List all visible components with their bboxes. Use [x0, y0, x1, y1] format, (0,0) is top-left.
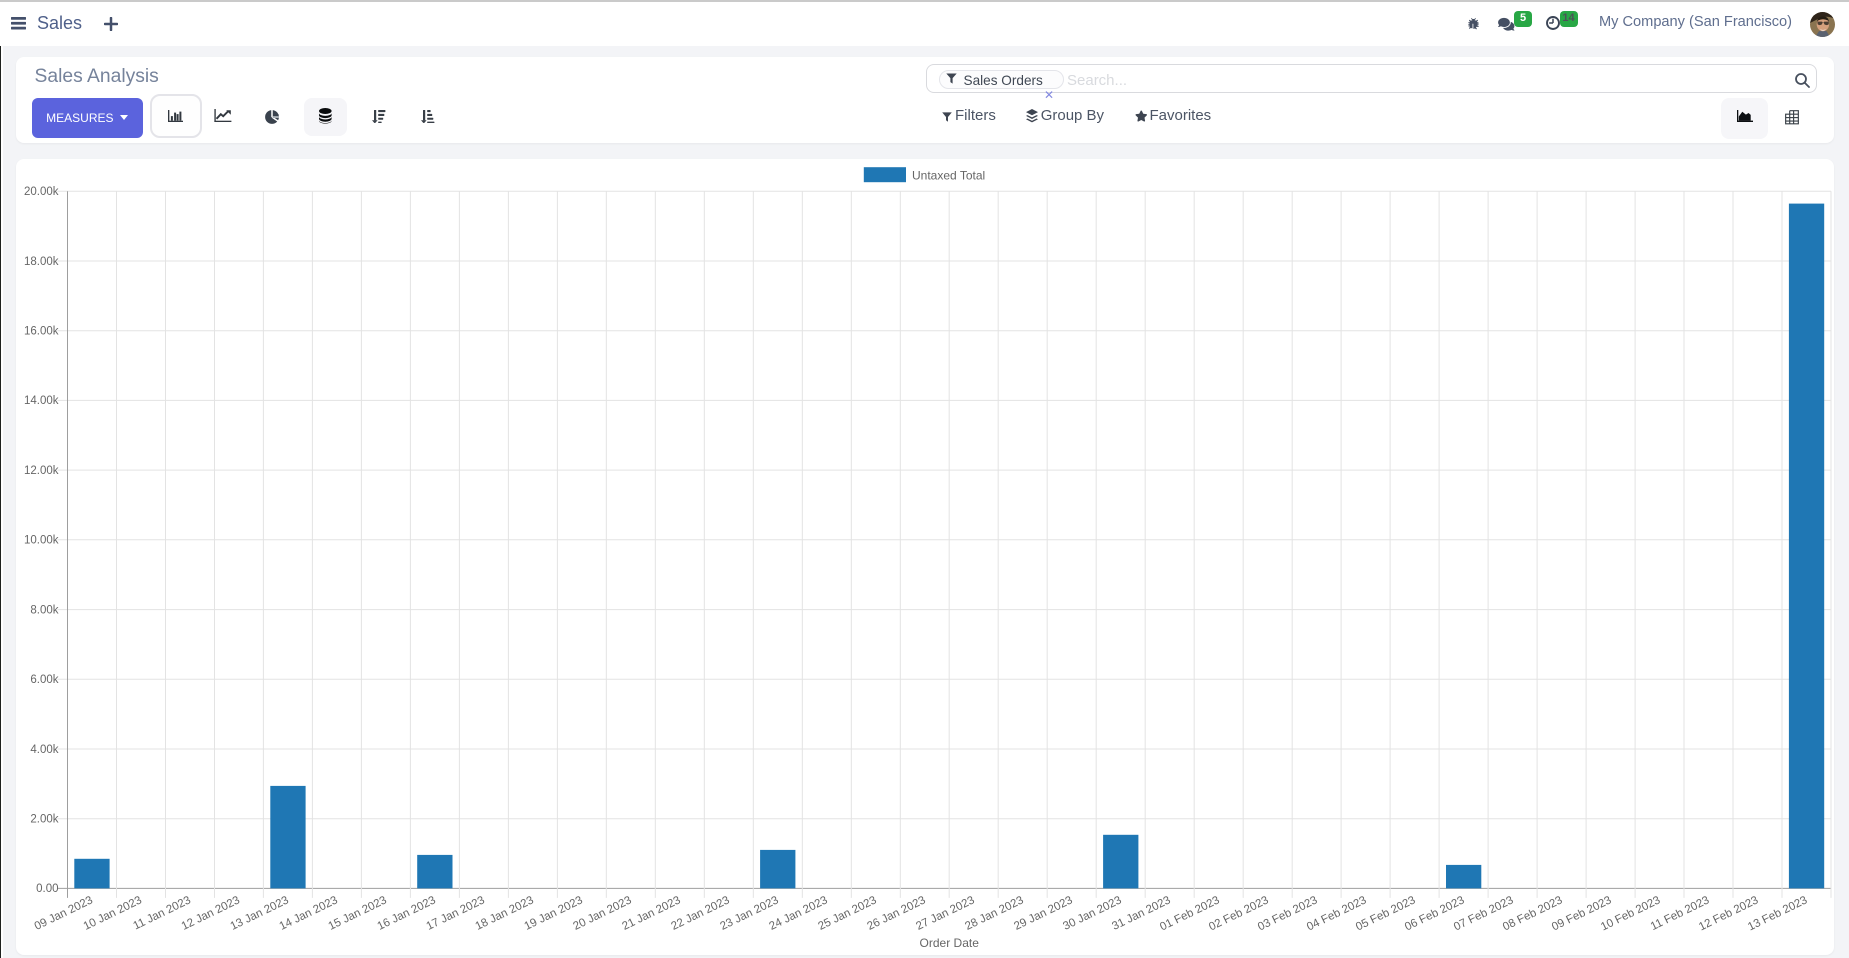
svg-text:Order Date: Order Date — [920, 936, 980, 950]
svg-text:4.00k: 4.00k — [30, 744, 58, 756]
svg-text:16.00k: 16.00k — [24, 326, 59, 338]
svg-text:18.00k: 18.00k — [24, 256, 59, 268]
svg-text:14.00k: 14.00k — [24, 395, 59, 407]
svg-text:20.00k: 20.00k — [24, 186, 59, 198]
svg-text:8.00k: 8.00k — [30, 604, 58, 616]
svg-text:2.00k: 2.00k — [30, 814, 58, 826]
svg-text:Untaxed Total: Untaxed Total — [912, 169, 985, 183]
svg-text:0.00: 0.00 — [36, 883, 58, 895]
svg-text:12.00k: 12.00k — [24, 465, 59, 477]
svg-text:6.00k: 6.00k — [30, 674, 58, 686]
svg-text:10.00k: 10.00k — [24, 535, 59, 547]
